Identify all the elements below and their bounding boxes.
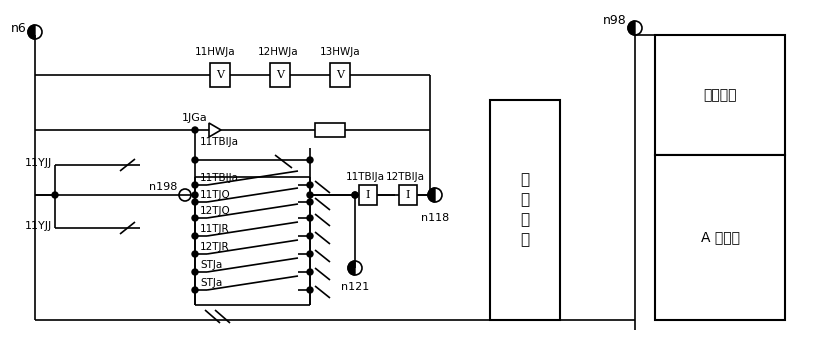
Circle shape [307,199,313,205]
Polygon shape [348,261,355,275]
Circle shape [192,233,198,239]
Polygon shape [209,123,221,137]
Circle shape [307,251,313,257]
Text: STJa: STJa [200,260,222,270]
Text: 11TBIJa: 11TBIJa [346,172,385,182]
Text: 11TJR: 11TJR [200,224,229,234]
Circle shape [307,233,313,239]
Text: 构: 构 [520,232,529,247]
Circle shape [352,192,358,198]
Circle shape [192,192,198,198]
Bar [330,63,350,87]
Text: 1JGa: 1JGa [182,113,208,123]
Text: 11TBIJa: 11TBIJa [200,137,239,147]
Circle shape [52,192,58,198]
Circle shape [307,182,313,188]
Bar [359,185,377,205]
Text: STJa: STJa [200,278,222,288]
Text: n98: n98 [603,14,627,27]
Text: 11TJQ: 11TJQ [200,190,231,200]
Text: I: I [406,190,411,200]
Circle shape [192,199,198,205]
Text: n121: n121 [341,282,369,292]
Bar [655,155,785,320]
Circle shape [192,251,198,257]
Text: V: V [336,70,344,80]
Text: n6: n6 [11,21,27,35]
Text: 合位监视: 合位监视 [703,88,737,102]
Circle shape [307,192,313,198]
Circle shape [307,215,313,221]
Circle shape [192,127,198,133]
Circle shape [192,287,198,293]
Circle shape [192,182,198,188]
Bar [655,35,785,155]
Text: A 相跳闸: A 相跳闸 [701,231,740,245]
Polygon shape [428,188,435,202]
Text: 机: 机 [520,212,529,228]
Circle shape [352,192,358,198]
Text: V: V [216,70,224,80]
Text: 11YJJ: 11YJJ [24,158,52,168]
Text: 12TJR: 12TJR [200,242,229,252]
Bar [399,185,417,205]
Circle shape [307,157,313,163]
Text: 12TBIJa: 12TBIJa [385,172,424,182]
Text: 12HWJa: 12HWJa [258,47,298,57]
Bar [490,100,560,320]
Text: 11TBIJa: 11TBIJa [200,173,239,183]
Text: 作: 作 [520,193,529,208]
Circle shape [307,287,313,293]
Text: 12TJQ: 12TJQ [200,206,231,216]
Text: 操: 操 [520,173,529,188]
Polygon shape [628,21,635,35]
Bar [210,63,230,87]
Text: 11YJJ: 11YJJ [24,221,52,231]
Circle shape [307,269,313,275]
Text: 13HWJa: 13HWJa [320,47,360,57]
Text: 11HWJa: 11HWJa [194,47,235,57]
Text: n118: n118 [421,213,449,223]
Polygon shape [28,25,35,39]
Circle shape [192,215,198,221]
Circle shape [192,157,198,163]
Bar [270,63,290,87]
Text: n198: n198 [149,182,177,192]
Circle shape [192,269,198,275]
Bar [315,123,345,137]
Text: V: V [276,70,284,80]
Text: I: I [366,190,370,200]
